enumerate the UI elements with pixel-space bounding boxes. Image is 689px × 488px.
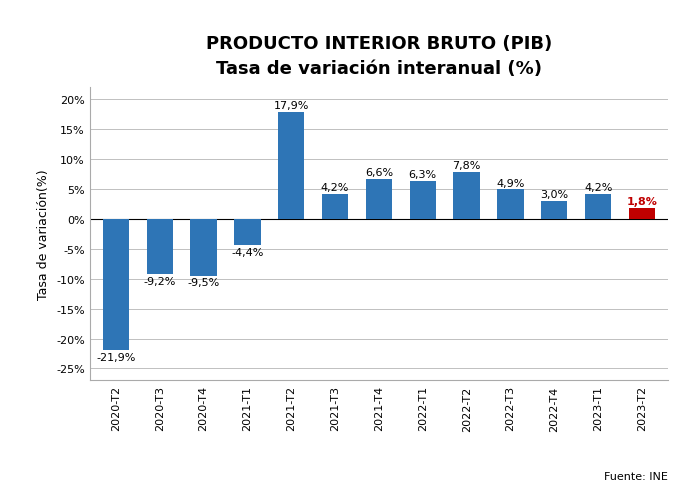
- Text: 17,9%: 17,9%: [274, 101, 309, 111]
- Bar: [103, 219, 129, 350]
- Bar: [497, 190, 524, 219]
- Bar: [629, 208, 655, 219]
- Title: PRODUCTO INTERIOR BRUTO (PIB)
Tasa de variación interanual (%): PRODUCTO INTERIOR BRUTO (PIB) Tasa de va…: [206, 35, 552, 78]
- Text: 7,8%: 7,8%: [453, 161, 481, 171]
- Bar: [322, 194, 348, 219]
- Text: 3,0%: 3,0%: [540, 190, 568, 200]
- Bar: [453, 173, 480, 219]
- Y-axis label: Tasa de variación(%): Tasa de variación(%): [37, 169, 50, 300]
- Text: 4,2%: 4,2%: [321, 183, 349, 192]
- Bar: [190, 219, 217, 276]
- Bar: [147, 219, 173, 274]
- Text: 6,6%: 6,6%: [365, 168, 393, 178]
- Bar: [410, 182, 436, 219]
- Text: -9,2%: -9,2%: [143, 276, 176, 286]
- Bar: [541, 202, 568, 219]
- Text: 6,3%: 6,3%: [409, 170, 437, 180]
- Bar: [366, 180, 392, 219]
- Text: 4,9%: 4,9%: [496, 178, 525, 188]
- Text: 4,2%: 4,2%: [584, 183, 613, 192]
- Bar: [278, 112, 305, 219]
- Text: Fuente: INE: Fuente: INE: [604, 471, 668, 481]
- Text: -9,5%: -9,5%: [187, 278, 220, 288]
- Bar: [585, 194, 611, 219]
- Text: 1,8%: 1,8%: [626, 197, 657, 207]
- Bar: [234, 219, 260, 245]
- Text: -21,9%: -21,9%: [96, 352, 136, 362]
- Text: -4,4%: -4,4%: [232, 247, 264, 257]
